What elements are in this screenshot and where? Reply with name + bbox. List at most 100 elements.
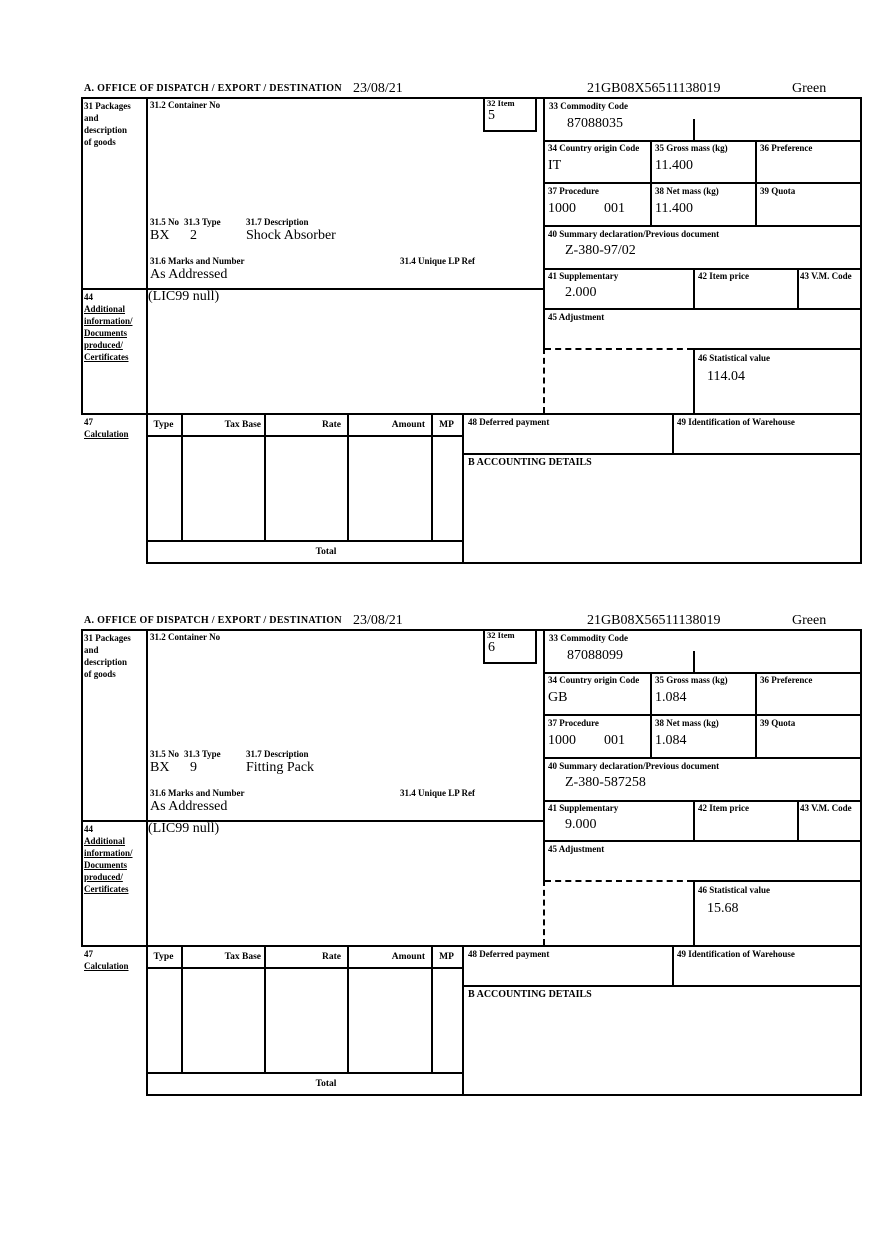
column-divider [797,800,799,842]
box31-label: 31 Packages [84,101,131,111]
summary-declaration-value: Z-380-97/02 [565,243,636,258]
box40-border [543,268,862,270]
box48-49-divider [672,413,674,455]
box37-border [543,757,862,759]
total-label: Total [315,547,337,557]
procedure-value: 1000 [548,733,576,748]
box49-label: 49 Identification of Warehouse [677,949,795,959]
box32-border [483,130,537,132]
dashed-divider-vertical [543,348,545,413]
box31-5-label: 31.5 No [150,217,179,227]
column-divider [755,140,757,227]
country-origin-value: GB [548,690,568,705]
calc-table-divider [347,413,349,542]
box31-label: 31 Packages [84,633,131,643]
item-number-value: 5 [488,108,495,123]
marks-and-number-value: As Addressed [150,267,228,282]
box49-label: 49 Identification of Warehouse [677,417,795,427]
box33-separator [693,651,695,672]
box41-label: 41 Supplementary [548,803,619,813]
box48-49-divider [672,945,674,987]
box31-7-label: 31.7 Description [246,217,309,227]
package-code-value: BX [150,760,170,775]
box47-label: 47 [84,949,93,959]
box32-border [483,97,485,132]
box34-border [543,182,862,184]
box44-label: 44 [84,292,93,302]
column-divider [693,268,695,310]
box48-label: 48 Deferred payment [468,417,550,427]
package-type-value: 2 [190,228,197,243]
box39-label: 39 Quota [760,186,796,196]
box40-label: 40 Summary declaration/Previous document [548,229,720,239]
routing-status: Green [792,81,827,96]
total-label: Total [315,1079,337,1089]
calc-table-divider [264,945,266,1074]
calc-col-tax-base: Tax Base [224,952,261,962]
mrn-number: 21GB08X56511138019 [587,613,721,628]
calc-col-type: Type [153,952,174,962]
box44-label: 44 [84,824,93,834]
box41-border [543,840,862,842]
box31-label: of goods [84,137,116,147]
column-divider [650,140,652,227]
box31-2-label: 31.2 Container No [150,632,221,642]
box44-label: Additional [84,836,126,846]
commodity-code-value: 87088035 [567,116,623,131]
dashed-divider-vertical [543,880,545,945]
box40-label: 40 Summary declaration/Previous document [548,761,720,771]
country-origin-value: IT [548,158,562,173]
box47-label: 47 [84,417,93,427]
box44-label: Certificates [84,352,129,362]
box31-label: description [84,125,128,135]
main-column-divider [543,629,545,882]
box33-border [543,140,862,142]
dispatch-date: 23/08/21 [353,613,403,628]
box44-label: produced/ [84,340,123,350]
box35-label: 35 Gross mass (kg) [655,675,728,685]
calc-table-divider [181,413,183,542]
box43-label: 43 V.M. Code [800,271,852,281]
form-border-right [860,629,862,1096]
calc-table-header-border [146,435,463,437]
calc-col-mp: MP [439,952,454,962]
box44-border-top [81,288,545,290]
box46-label: 46 Statistical value [698,885,770,895]
procedure-value: 1000 [548,201,576,216]
box32-border [483,629,485,664]
form-border-left [81,629,83,945]
additional-info-value: (LIC99 null) [148,289,220,304]
box38-label: 38 Net mass (kg) [655,718,719,728]
box42-label: 42 Item price [698,803,749,813]
package-type-value: 9 [190,760,197,775]
box44-label: information/ [84,848,133,858]
box31-2-label: 31.2 Container No [150,100,221,110]
box45-label: 45 Adjustment [548,844,605,854]
accounting-details-label: B ACCOUNTING DETAILS [468,457,592,468]
dashed-divider-horizontal [545,348,693,350]
box37-label: 37 Procedure [548,718,599,728]
box46-border [693,880,862,882]
box32-border [535,629,537,664]
box31-4-label: 31.4 Unique LP Ref [400,788,476,798]
dashed-divider-horizontal [545,880,693,882]
box31-3-label: 31.3 Type [184,217,221,227]
label-column-divider [146,629,148,1096]
box46-border [693,880,695,947]
calc-table-border-right [462,945,464,1094]
declaration-form: A. OFFICE OF DISPATCH / EXPORT / DESTINA… [0,81,882,565]
box37-label: 37 Procedure [548,186,599,196]
form-border-bottom [146,1094,862,1096]
box36-label: 36 Preference [760,675,813,685]
box44-label: information/ [84,316,133,326]
form-border-right [860,97,862,564]
box33-border [543,672,862,674]
box37-border [543,225,862,227]
box48-border-bottom [462,453,862,455]
box41-label: 41 Supplementary [548,271,619,281]
box31-6-label: 31.6 Marks and Number [150,256,245,266]
box34-label: 34 Country origin Code [548,143,640,153]
goods-description-value: Fitting Pack [246,760,315,775]
box31-6-label: 31.6 Marks and Number [150,788,245,798]
